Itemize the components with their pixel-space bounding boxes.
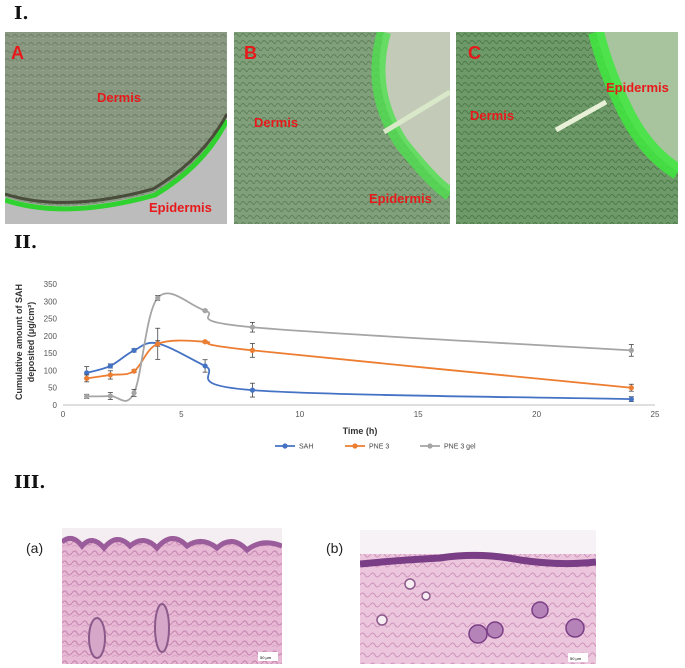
data-point-pne-3 <box>202 339 208 345</box>
chart-legend: SAH PNE 3 PNE 3 gel <box>275 443 476 451</box>
y-tick-label: 0 <box>53 401 58 410</box>
legend-label-pne-3-gel: PNE 3 gel <box>444 444 476 451</box>
legend-label-sah: SAH <box>299 444 313 451</box>
y-axis-title-line1: Cumulative amount of SAH <box>14 284 24 400</box>
y-tick-label: 150 <box>44 349 58 358</box>
micrograph-c-dermis-label: Dermis <box>470 108 514 123</box>
legend-marker-pne-3 <box>352 443 358 449</box>
cumulative-deposition-chart: Cumulative amount of SAH deposited (μg/c… <box>14 280 660 451</box>
x-tick-label: 25 <box>651 410 660 419</box>
micrograph-a-dermis-label: Dermis <box>97 90 141 105</box>
histology-label-b: (b) <box>326 540 344 556</box>
series-line-pne-3-gel <box>86 292 632 402</box>
histology-panel-a: 50 μm <box>62 528 282 664</box>
data-point-pne-3-gel <box>202 308 208 314</box>
legend-marker-pne-3-gel <box>427 443 433 449</box>
micrograph-b-epidermis-label: Epidermis <box>369 191 432 206</box>
micrograph-a-epidermis-label: Epidermis <box>149 200 212 215</box>
micrograph-b: B Dermis Epidermis <box>234 32 450 224</box>
y-tick-label: 200 <box>44 332 58 341</box>
micrograph-b-tag: B <box>244 43 257 63</box>
data-point-pne-3 <box>107 372 113 378</box>
series-line-pne-3 <box>86 339 632 389</box>
micrograph-a: A Dermis Epidermis <box>5 32 227 224</box>
histology-panel-b: 50 μm <box>360 530 596 664</box>
histology-b-image: 50 μm <box>360 530 596 664</box>
histology-a-image: 50 μm <box>62 528 282 664</box>
data-point-pne-3-gel <box>628 347 634 353</box>
micrograph-c-tag: C <box>468 43 481 63</box>
data-point-pne-3-gel <box>107 393 113 399</box>
y-tick-label: 50 <box>48 384 57 393</box>
data-point-sah <box>628 396 634 402</box>
micrograph-a-image: A Dermis Epidermis <box>5 32 227 224</box>
y-tick-label: 300 <box>44 297 58 306</box>
data-point-pne-3-gel <box>131 390 137 396</box>
micrograph-c: C Dermis Epidermis <box>456 32 678 224</box>
legend-marker-sah <box>282 443 288 449</box>
y-tick-label: 350 <box>44 280 58 289</box>
x-tick-label: 0 <box>61 410 66 419</box>
histology-a-scale-bar: 50 μm <box>260 655 272 660</box>
data-point-sah <box>84 370 90 376</box>
x-tick-label: 15 <box>414 410 423 419</box>
legend-label-pne-3: PNE 3 <box>369 444 389 451</box>
data-point-pne-3 <box>155 341 161 347</box>
y-tick-label: 250 <box>44 315 58 324</box>
data-point-sah <box>202 363 208 369</box>
data-point-pne-3 <box>628 385 634 391</box>
series-line-sah <box>86 341 632 401</box>
x-tick-label: 5 <box>179 410 184 419</box>
data-point-pne-3 <box>249 347 256 353</box>
x-tick-label: 20 <box>532 410 541 419</box>
y-axis-title-line2: deposited (μg/cm²) <box>26 302 36 383</box>
section-label-one: I. <box>14 3 29 24</box>
micrograph-b-dermis-label: Dermis <box>254 115 298 130</box>
histology-label-a: (a) <box>26 540 44 556</box>
data-point-pne-3 <box>84 375 90 381</box>
data-point-sah <box>131 347 137 353</box>
data-point-pne-3-gel <box>249 324 256 330</box>
micrograph-b-image: B Dermis Epidermis <box>234 32 450 224</box>
micrograph-c-image: C Dermis Epidermis <box>456 32 678 224</box>
data-point-pne-3-gel <box>84 393 90 399</box>
histology-b-scale-bar: 50 μm <box>570 656 582 661</box>
x-tick-label: 10 <box>295 410 304 419</box>
micrograph-c-epidermis-label: Epidermis <box>606 80 669 95</box>
y-axis-title: Cumulative amount of SAH deposited (μg/c… <box>14 284 36 400</box>
data-point-pne-3-gel <box>155 295 161 301</box>
section-label-three: III. <box>14 472 46 493</box>
x-axis-title: Time (h) <box>343 426 378 436</box>
data-point-pne-3 <box>131 368 137 374</box>
section-label-two: II. <box>14 232 38 253</box>
data-point-sah <box>249 387 256 393</box>
data-point-sah <box>107 363 113 369</box>
micrograph-a-tag: A <box>11 43 24 63</box>
y-tick-label: 100 <box>44 366 58 375</box>
